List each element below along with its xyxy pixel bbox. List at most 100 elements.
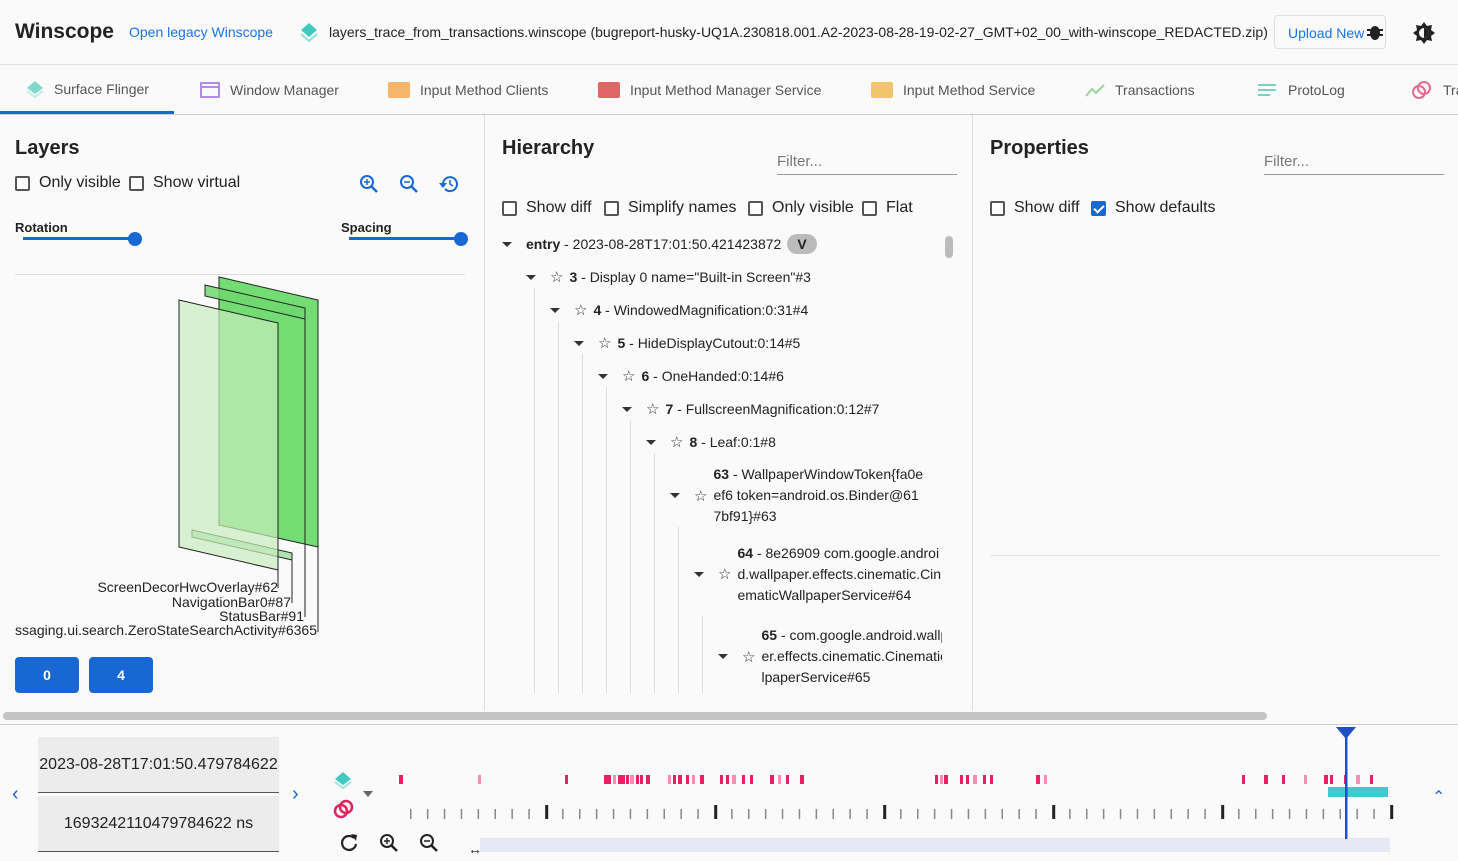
layers-entry-mark[interactable] — [966, 775, 969, 784]
zoom-out-icon[interactable] — [399, 174, 419, 194]
reset-view-icon[interactable] — [438, 174, 460, 194]
layers-entry-mark[interactable] — [565, 775, 568, 784]
layers-entry-mark[interactable] — [1304, 775, 1307, 784]
transactions-entry-mark[interactable] — [595, 809, 598, 819]
transactions-entry-mark[interactable] — [984, 809, 987, 819]
zoom-in-icon[interactable] — [379, 833, 399, 853]
transactions-entry-mark[interactable] — [917, 809, 919, 819]
star-icon[interactable]: ☆ — [646, 401, 660, 418]
layers-entry-mark[interactable] — [673, 775, 676, 784]
tab-transitions[interactable]: Tra — [1411, 66, 1458, 114]
layers-entry-mark[interactable] — [692, 775, 695, 784]
transactions-entry-mark[interactable] — [410, 809, 412, 819]
layers-entry-mark[interactable] — [678, 775, 682, 784]
tab-protolog[interactable]: ProtoLog — [1258, 66, 1345, 114]
transactions-entry-mark[interactable] — [1339, 809, 1342, 819]
layers-entry-mark[interactable] — [778, 775, 781, 784]
transactions-entry-mark[interactable] — [1238, 809, 1240, 819]
layers-entry-mark[interactable] — [720, 775, 723, 784]
collapse-caret-icon[interactable] — [718, 654, 728, 659]
open-legacy-link[interactable]: Open legacy Winscope — [129, 24, 273, 40]
only-visible-checkbox[interactable]: Only visible — [15, 174, 121, 192]
layers-entry-mark[interactable] — [983, 775, 986, 784]
layers-entry-mark[interactable] — [700, 775, 704, 784]
star-icon[interactable]: ☆ — [622, 368, 636, 385]
layers-entry-mark[interactable] — [640, 775, 643, 784]
transactions-entry-mark[interactable] — [1356, 809, 1358, 819]
show-diff-checkbox[interactable]: Show diff — [502, 199, 592, 217]
tree-node[interactable]: entry - 2023-08-28T17:01:50.421423872 V — [502, 233, 817, 255]
simplify-names-checkbox[interactable]: Simplify names — [604, 199, 736, 217]
reset-icon[interactable] — [339, 833, 359, 853]
transactions-entry-mark[interactable] — [460, 809, 463, 819]
zoom-out-icon[interactable] — [419, 833, 439, 853]
horizontal-scrollbar[interactable] — [3, 712, 1267, 720]
transactions-entry-mark[interactable] — [900, 809, 902, 819]
layer-label[interactable]: NavigationBar0#87 — [171, 594, 291, 610]
transactions-entry-mark[interactable] — [494, 809, 497, 819]
transactions-entry-mark[interactable] — [832, 809, 835, 819]
layer-label[interactable]: StatusBar#91 — [219, 608, 304, 624]
layers-3d-view[interactable] — [0, 270, 485, 650]
transactions-entry-mark[interactable] — [1204, 809, 1206, 819]
rings-icon[interactable] — [333, 798, 355, 820]
star-icon[interactable]: ☆ — [718, 566, 732, 583]
tree-node[interactable]: ☆ 64 - 8e26909 com.google.android.wallpap… — [694, 532, 942, 616]
layers-entry-mark[interactable] — [1036, 775, 1040, 784]
transactions-entry-mark[interactable] — [1390, 805, 1394, 819]
prev-entry-chevron-icon[interactable]: ‹ — [12, 783, 19, 805]
layers-entry-mark[interactable] — [1282, 775, 1285, 784]
layers-entry-mark[interactable] — [630, 775, 634, 784]
spacing-slider-track[interactable] — [349, 237, 461, 240]
transactions-entry-mark[interactable] — [1035, 809, 1037, 819]
transactions-entry-mark[interactable] — [426, 809, 429, 819]
collapse-caret-icon[interactable] — [550, 307, 560, 313]
tab-input-method-clients[interactable]: Input Method Clients — [388, 66, 548, 114]
show-diff-checkbox[interactable]: Show diff — [990, 199, 1080, 217]
transactions-entry-mark[interactable] — [1322, 809, 1325, 819]
star-icon[interactable]: ☆ — [742, 648, 756, 666]
transactions-entry-mark[interactable] — [1271, 809, 1274, 819]
transactions-entry-mark[interactable] — [1119, 809, 1122, 819]
collapse-caret-icon[interactable] — [574, 340, 584, 346]
layers-entry-mark[interactable] — [1330, 775, 1333, 784]
layers-entry-mark[interactable] — [742, 775, 745, 784]
layers-entry-mark[interactable] — [636, 775, 639, 784]
layers-entry-mark[interactable] — [613, 775, 616, 784]
transactions-entry-mark[interactable] — [629, 809, 632, 819]
transactions-entry-mark[interactable] — [511, 809, 513, 819]
layers-entry-mark[interactable] — [1356, 775, 1360, 784]
layers-entry-mark[interactable] — [622, 775, 625, 784]
layers-entry-mark[interactable] — [990, 775, 993, 784]
tab-input-method-service[interactable]: Input Method Service — [871, 66, 1035, 114]
layers-entry-mark[interactable] — [626, 775, 629, 784]
layers-entry-mark[interactable] — [608, 775, 611, 784]
show-defaults-checkbox[interactable]: Show defaults — [1091, 199, 1216, 217]
transactions-entry-mark[interactable] — [1136, 809, 1139, 819]
checkbox-box[interactable] — [748, 200, 763, 216]
transactions-entry-mark[interactable] — [764, 809, 767, 819]
bug-icon[interactable] — [1366, 23, 1384, 41]
layers-entry-mark[interactable] — [973, 775, 977, 784]
display-button-4[interactable]: 4 — [89, 657, 153, 693]
transactions-entry-mark[interactable] — [1102, 809, 1105, 819]
transactions-entry-mark[interactable] — [680, 809, 682, 819]
flat-checkbox[interactable]: Flat — [862, 199, 913, 217]
transactions-entry-mark[interactable] — [781, 809, 784, 819]
transactions-entry-mark[interactable] — [1052, 805, 1056, 819]
layers-entry-mark[interactable] — [668, 775, 671, 784]
layers-entry-mark[interactable] — [1242, 775, 1245, 784]
timeline-marks[interactable] — [390, 725, 1400, 861]
tab-surface-flinger[interactable]: Surface Flinger — [0, 66, 174, 114]
transactions-entry-mark[interactable] — [1069, 809, 1071, 819]
transactions-entry-mark[interactable] — [1018, 809, 1020, 819]
transactions-entry-mark[interactable] — [731, 809, 733, 819]
transactions-entry-mark[interactable] — [849, 809, 851, 819]
rotation-slider-track[interactable] — [23, 237, 135, 240]
selected-entry-mark[interactable] — [1328, 787, 1388, 797]
transactions-entry-mark[interactable] — [477, 809, 480, 819]
tree-node[interactable]: ☆ 7 - FullscreenMagnification:0:12#7 — [622, 398, 879, 420]
tab-input-method-manager-service[interactable]: Input Method Manager Service — [598, 66, 821, 114]
layers-entry-mark[interactable] — [686, 775, 689, 784]
checkbox-box[interactable] — [604, 200, 619, 216]
